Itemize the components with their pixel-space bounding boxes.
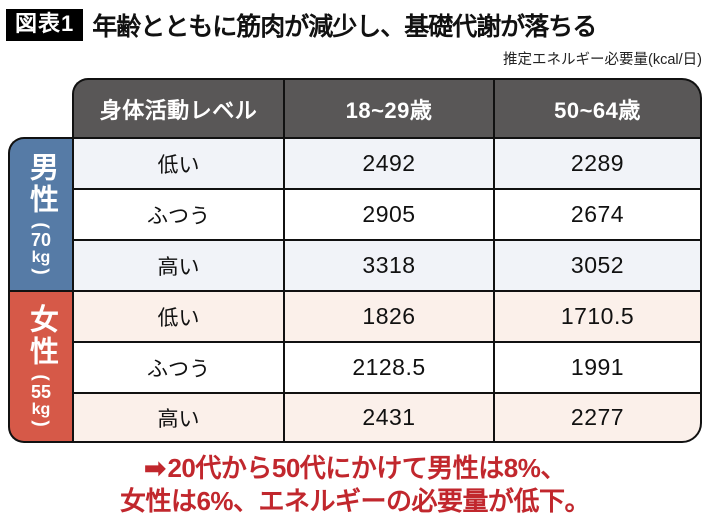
male-normal-age50-64: 2674 bbox=[493, 188, 702, 239]
female-label: 女性 bbox=[25, 303, 58, 368]
female-low-age50-64: 1710.5 bbox=[493, 290, 702, 341]
female-weight-close-paren: ) bbox=[30, 420, 52, 428]
female-weight-value: 55 bbox=[30, 381, 52, 402]
column-header-age-50-64: 50~64歳 bbox=[493, 78, 702, 137]
right-arrow-icon: ➡ bbox=[144, 453, 166, 483]
male-weight-open-paren: ( bbox=[30, 221, 52, 229]
male-normal-level: ふつう bbox=[72, 188, 283, 239]
male-weight-value: 70 bbox=[30, 229, 52, 250]
conclusion-line-2: 女性は6%、エネルギーの必要量が低下。 bbox=[119, 485, 591, 516]
row-group-female-label: 女性 ( 55 kg ) bbox=[8, 290, 72, 443]
male-high-age18-29: 3318 bbox=[283, 239, 493, 290]
female-low-level: 低い bbox=[72, 290, 283, 341]
column-header-age-18-29: 18~29歳 bbox=[283, 78, 493, 137]
column-header-activity-level: 身体活動レベル bbox=[72, 78, 283, 137]
male-low-age18-29: 2492 bbox=[283, 137, 493, 188]
male-weight-close-paren: ) bbox=[30, 268, 52, 276]
conclusion-line-1-text: 20代から50代にかけて男性は8%、 bbox=[167, 453, 566, 483]
female-normal-age18-29: 2128.5 bbox=[283, 341, 493, 392]
male-low-age50-64: 2289 bbox=[493, 137, 702, 188]
female-weight-open-paren: ( bbox=[30, 373, 52, 381]
male-high-age50-64: 3052 bbox=[493, 239, 702, 290]
female-low-age18-29: 1826 bbox=[283, 290, 493, 341]
energy-table: 身体活動レベル 18~29歳 50~64歳 男性 ( 70 kg ) 低い 24… bbox=[8, 78, 702, 443]
male-label: 男性 bbox=[25, 151, 58, 216]
male-normal-age18-29: 2905 bbox=[283, 188, 493, 239]
female-normal-level: ふつう bbox=[72, 341, 283, 392]
male-high-level: 高い bbox=[72, 239, 283, 290]
conclusion-note: ➡20代から50代にかけて男性は8%、 女性は6%、エネルギーの必要量が低下。 bbox=[0, 452, 710, 517]
female-weight-unit: kg bbox=[31, 400, 51, 418]
male-low-level: 低い bbox=[72, 137, 283, 188]
title-bar: 図表1 年齢とともに筋肉が減少し、基礎代謝が落ちる bbox=[0, 0, 710, 43]
page-title: 年齢とともに筋肉が減少し、基礎代謝が落ちる bbox=[92, 13, 597, 41]
female-high-level: 高い bbox=[72, 392, 283, 443]
conclusion-line-1: ➡20代から50代にかけて男性は8%、 bbox=[0, 452, 710, 485]
row-group-male-label: 男性 ( 70 kg ) bbox=[8, 137, 72, 290]
female-high-age18-29: 2431 bbox=[283, 392, 493, 443]
female-high-age50-64: 2277 bbox=[493, 392, 702, 443]
female-normal-age50-64: 1991 bbox=[493, 341, 702, 392]
male-weight-unit: kg bbox=[31, 248, 51, 266]
unit-note: 推定エネルギー必要量(kcal/日) bbox=[503, 52, 702, 68]
figure-number-badge: 図表1 bbox=[6, 9, 84, 41]
